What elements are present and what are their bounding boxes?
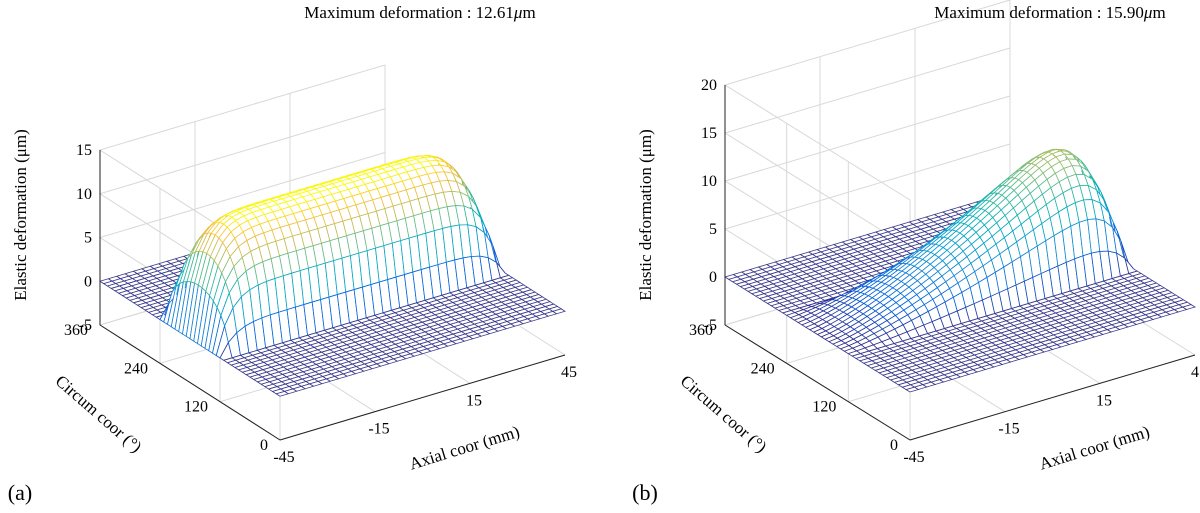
chart-title: Maximum deformation : 15.90μm: [934, 3, 1165, 22]
surface-cell: [551, 308, 566, 315]
y-tick-label: 240: [124, 360, 148, 377]
panel-label: (b): [632, 480, 658, 505]
y-tick-label: 0: [260, 437, 268, 454]
z-tick-label: 5: [709, 221, 717, 238]
x-axis-label: Axial coor (mm): [1037, 422, 1152, 474]
x-tick-label: -15: [368, 421, 389, 438]
z-tick-label: 20: [701, 77, 717, 94]
y-axis-label: Circum coor (°): [677, 371, 771, 456]
panel-label: (a): [8, 480, 32, 505]
z-tick-label: 5: [84, 230, 92, 247]
z-gridline: [723, 0, 1011, 201]
y-axis-line: [724, 324, 911, 441]
z-tick-label: 10: [76, 186, 92, 203]
y-tick-label: 120: [812, 399, 836, 416]
x-tick-label: -15: [998, 421, 1019, 438]
chart-title: Maximum deformation : 12.61μm: [304, 3, 535, 22]
z-tick-label: 15: [701, 125, 717, 142]
z-tick-label: 0: [709, 269, 717, 286]
z-tick-label: 0: [84, 273, 92, 290]
y-axis-label: Circum coor (°): [52, 371, 146, 456]
x-tick-label: 15: [466, 392, 482, 409]
y-tick-label: 360: [689, 322, 713, 339]
chart-panel-1: -5 0 5 10 15 20 -45 -15 15 45 0 120 240 360 Maximum de…: [632, 0, 1200, 505]
surface-0: [99, 155, 566, 397]
x-tick-label: 45: [561, 364, 577, 381]
x-tick-label: -45: [273, 449, 294, 466]
z-axis-label: Elastic deformation (μm): [636, 129, 655, 301]
surface-cell: [1181, 304, 1196, 310]
y-tick-label: 360: [64, 322, 88, 339]
chart-panel-0: -5 0 5 10 15 -45 -15 15 45 0 120 240 360 Maximum defo…: [8, 3, 577, 505]
z-axis-label: Elastic deformation (μm): [11, 129, 30, 301]
y-tick-label: 240: [751, 360, 775, 377]
y-axis-line: [99, 324, 281, 441]
z-tick-label: 10: [701, 173, 717, 190]
y-tick-label: 0: [890, 437, 898, 454]
z-tick-label: -5: [79, 317, 92, 334]
x-axis-line: [909, 354, 1196, 441]
x-axis-label: Axial coor (mm): [407, 422, 522, 474]
y-tick-label: 120: [184, 399, 208, 416]
x-tick-label: 15: [1096, 392, 1112, 409]
x-axis-line: [279, 354, 566, 441]
x-tick-label: 45: [1191, 364, 1200, 381]
x-tick-label: -45: [903, 449, 924, 466]
z-tick-label: -5: [704, 317, 717, 334]
surface-1: [724, 148, 1196, 393]
z-tick-label: 15: [76, 142, 92, 159]
